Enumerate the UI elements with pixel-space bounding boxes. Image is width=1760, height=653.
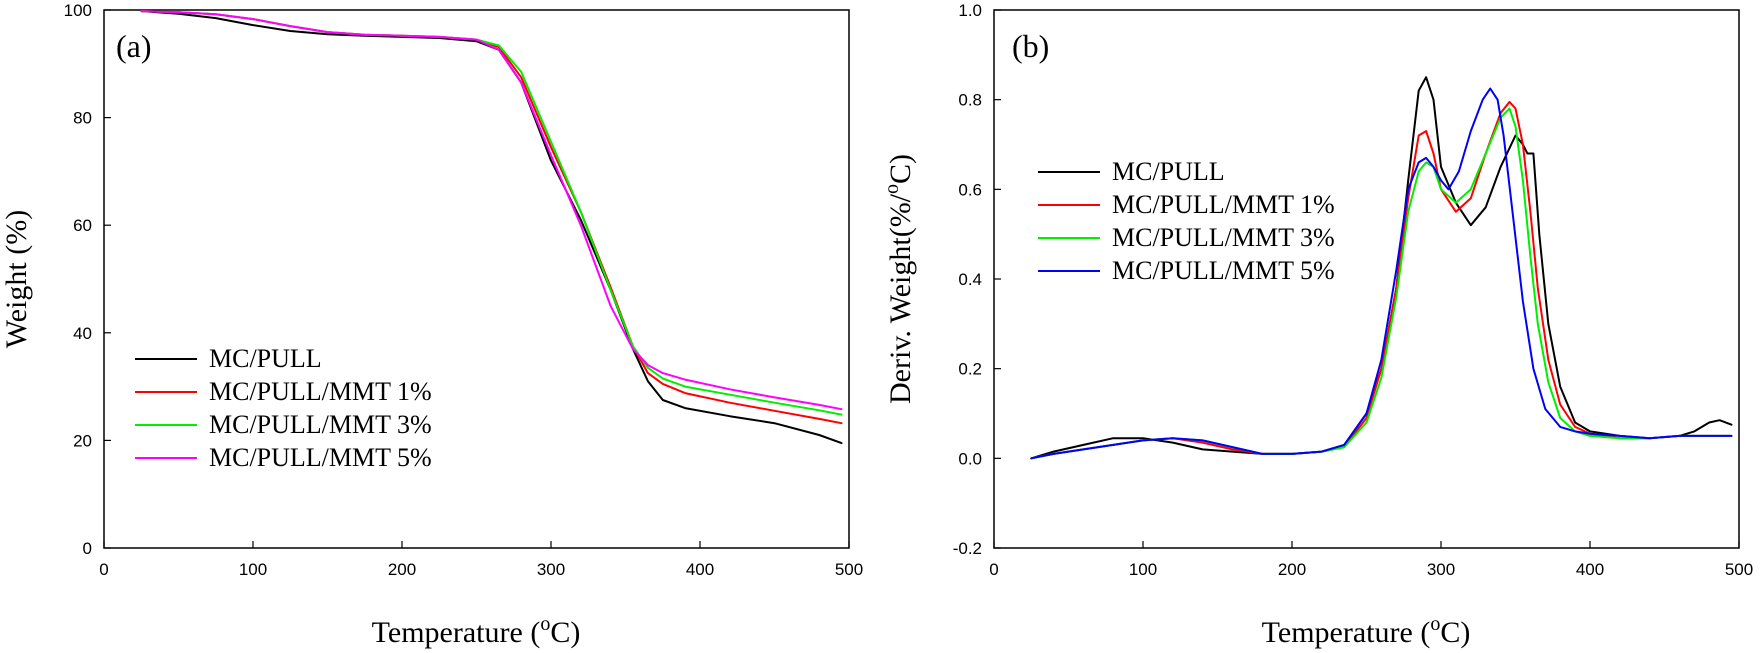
chart-b-series-lines: [1030, 76, 1733, 460]
chart-a-x-tick-label: 500: [835, 560, 863, 579]
chart-a-ticks: 0 100 200 300 400 500 0 20 40 60 80 100: [64, 1, 864, 579]
chart-b-y-tick-label: 0.4: [958, 270, 982, 289]
chart-a-x-axis-title: Temperature (oC): [372, 613, 581, 649]
chart-b-x-tick-label: 300: [1427, 560, 1455, 579]
chart-b-series-line-4: [1030, 87, 1733, 460]
chart-b-legend-label: MC/PULL/MMT 3%: [1112, 223, 1335, 252]
chart-b-y-tick-label: 0.2: [958, 360, 982, 379]
chart-a-y-axis-title: Weight (%): [0, 210, 33, 348]
chart-b-ticks: 0 100 200 300 400 500 -0.2 0.0 0.2 0.4 0.6 0.8 1.0: [953, 1, 1753, 579]
chart-b-plot-frame: [993, 9, 1740, 549]
chart-a-y-tick-label: 0: [83, 539, 92, 558]
chart-a-panel-label: (a): [116, 28, 152, 64]
chart-a-y-tick-label: 80: [73, 109, 92, 128]
chart-a-y-tick-label: 60: [73, 216, 92, 235]
chart-b-series-line-1: [1030, 76, 1733, 460]
chart-b-legend: MC/PULL MC/PULL/MMT 1% MC/PULL/MMT 3% MC/PU…: [1038, 157, 1335, 285]
chart-a-legend: MC/PULL MC/PULL/MMT 1% MC/PULL/MMT 3% MC/PU…: [135, 344, 432, 472]
chart-a-x-tick-label: 200: [388, 560, 416, 579]
chart-a-legend-label: MC/PULL: [209, 344, 322, 373]
chart-b-legend-label: MC/PULL/MMT 5%: [1112, 256, 1335, 285]
chart-b-x-tick-label: 400: [1576, 560, 1604, 579]
chart-b-y-axis-title: Deriv. Weight(%/oC): [881, 154, 917, 404]
chart-b-y-tick-label: 0.6: [958, 180, 982, 199]
chart-b-x-tick-label: 100: [1129, 560, 1157, 579]
chart-b-y-tick-label: 0.8: [958, 91, 982, 110]
chart-a-legend-label: MC/PULL/MMT 3%: [209, 410, 432, 439]
chart-b-y-tick-label: 1.0: [958, 1, 982, 20]
chart-a-x-tick-label: 0: [99, 560, 108, 579]
chart-b-derivative-weight-vs-temperature: (b) 0 100 200 300 400 500 -0.2 0.0 0.2 0.4 0.6 0.8 1…: [881, 1, 1753, 649]
chart-b-x-tick-label: 200: [1278, 560, 1306, 579]
chart-b-x-tick-label: 500: [1725, 560, 1753, 579]
chart-a-x-tick-label: 400: [686, 560, 714, 579]
chart-b-x-tick-label: 0: [989, 560, 998, 579]
chart-a-plot-frame: [103, 9, 850, 549]
chart-b-y-tick-label: 0.0: [958, 449, 982, 468]
chart-a-y-tick-label: 100: [64, 1, 92, 20]
chart-a-legend-label: MC/PULL/MMT 5%: [209, 443, 432, 472]
chart-a-weight-vs-temperature: (a) 0 100 200 300 400 500 0 20 40 60 80 100 MC/PULL…: [0, 1, 863, 649]
chart-a-series-line-4: [140, 10, 843, 411]
chart-a-x-tick-label: 100: [239, 560, 267, 579]
chart-b-legend-label: MC/PULL/MMT 1%: [1112, 190, 1335, 219]
chart-a-series-lines: [140, 10, 843, 445]
chart-a-y-tick-label: 40: [73, 324, 92, 343]
chart-b-panel-label: (b): [1012, 28, 1049, 64]
chart-b-y-tick-label: -0.2: [953, 539, 982, 558]
chart-a-x-tick-label: 300: [537, 560, 565, 579]
chart-b-x-axis-title: Temperature (oC): [1262, 613, 1471, 649]
chart-b-legend-label: MC/PULL: [1112, 157, 1225, 186]
chart-a-y-tick-label: 20: [73, 431, 92, 450]
chart-b-series-line-2: [1030, 100, 1733, 460]
chart-a-legend-label: MC/PULL/MMT 1%: [209, 377, 432, 406]
